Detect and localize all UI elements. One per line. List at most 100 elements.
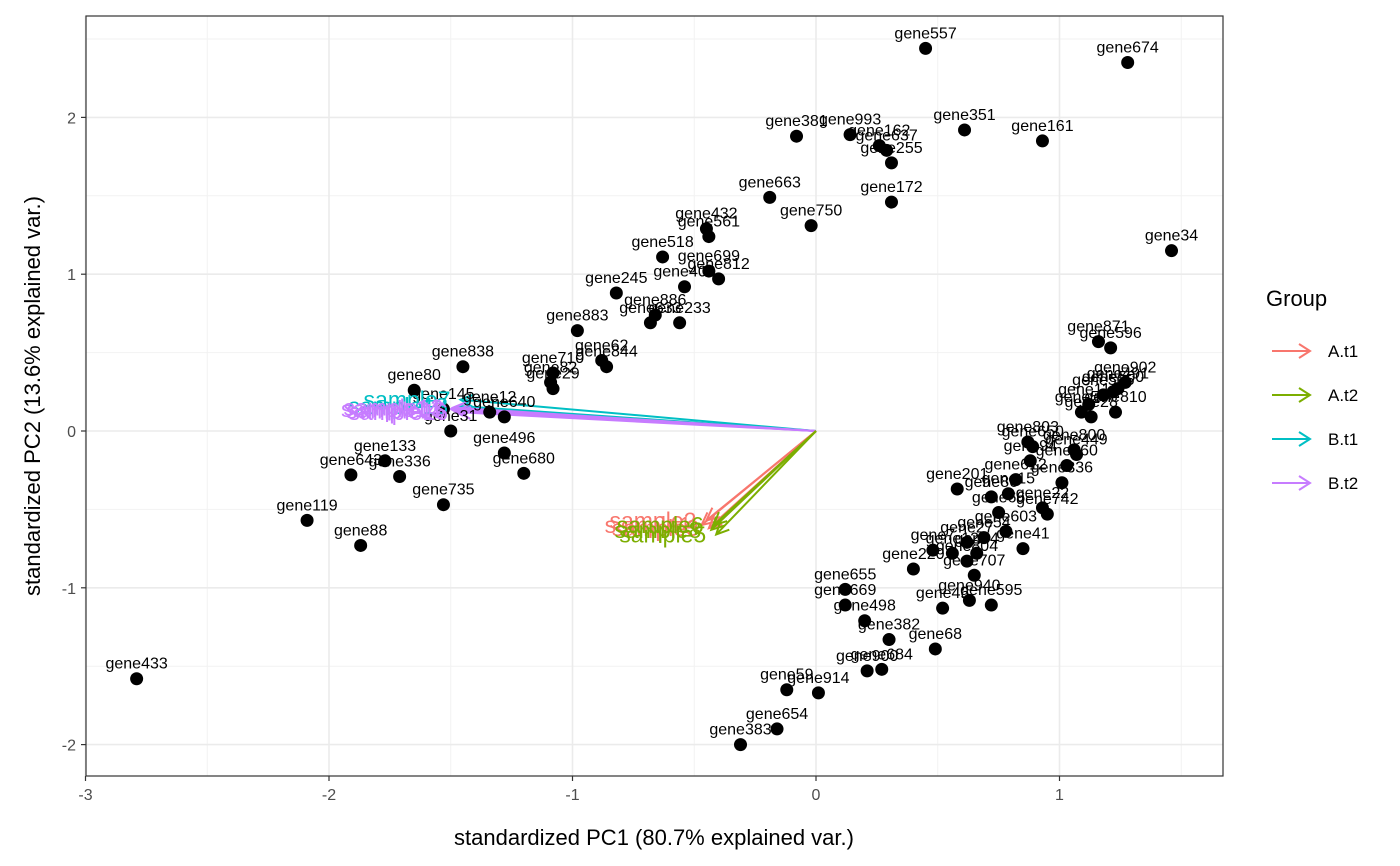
data-point-gene382 bbox=[882, 633, 896, 647]
point-label-gene699: gene699 bbox=[678, 248, 740, 265]
data-point-gene66 bbox=[992, 506, 1006, 520]
data-point-gene640 bbox=[497, 410, 511, 424]
point-label-gene403: gene403 bbox=[653, 264, 715, 281]
point-label-gene633: gene633 bbox=[619, 300, 681, 317]
y-tick-label: 0 bbox=[67, 424, 76, 441]
point-label-gene233: gene233 bbox=[648, 300, 710, 317]
loading-arrowhead-sample16 bbox=[455, 405, 472, 420]
point-label-gene46: gene46 bbox=[916, 585, 969, 602]
point-label-gene557: gene557 bbox=[894, 25, 956, 42]
data-point-gene433 bbox=[130, 672, 144, 686]
arrow-label-sample15: sample15 bbox=[346, 398, 446, 424]
data-point-gene145 bbox=[436, 402, 450, 416]
point-label-gene381: gene381 bbox=[765, 113, 827, 130]
loading-arrowhead-sample7 bbox=[458, 393, 474, 408]
data-point-gene80 bbox=[407, 383, 421, 397]
y-tick-label: -2 bbox=[62, 738, 76, 755]
point-label-gene433: gene433 bbox=[105, 656, 167, 673]
point-label-gene669: gene669 bbox=[814, 582, 876, 599]
point-label-gene12b: gene12 bbox=[926, 530, 979, 547]
data-point-gene838 bbox=[456, 360, 470, 374]
point-label-gene940: gene940 bbox=[938, 577, 1000, 594]
loading-arrow-sample1 bbox=[700, 430, 817, 526]
data-point-gene336 bbox=[393, 469, 407, 483]
point-label-gene382: gene382 bbox=[858, 617, 920, 634]
data-point-gene518 bbox=[656, 250, 670, 264]
legend-key-arrowhead bbox=[1298, 343, 1312, 359]
y-tick-label: -1 bbox=[62, 581, 76, 598]
data-point-gene27 bbox=[960, 535, 974, 549]
data-point-gene735 bbox=[436, 498, 450, 512]
point-label-gene883: gene883 bbox=[546, 308, 608, 325]
data-point-gene172 bbox=[884, 195, 898, 209]
data-point-gene742 bbox=[1040, 507, 1054, 521]
x-axis: -3 -2 -1 0 1 bbox=[78, 776, 1064, 804]
point-label-gene561: gene561 bbox=[678, 214, 740, 231]
data-point-gene4 bbox=[970, 546, 984, 560]
point-label-gene871: gene871 bbox=[1067, 319, 1129, 336]
y-axis: -2 -1 0 1 2 bbox=[62, 110, 86, 755]
data-point-gene637 bbox=[880, 143, 894, 157]
data-point-gene871 bbox=[1091, 335, 1105, 349]
data-point-gene59 bbox=[780, 683, 794, 697]
point-label-gene449: gene449 bbox=[1045, 432, 1107, 449]
data-point-gene669 bbox=[838, 598, 852, 612]
point-label-gene674: gene674 bbox=[1097, 40, 1159, 57]
point-label-gene491: gene491 bbox=[1087, 366, 1149, 383]
data-point-gene255 bbox=[884, 156, 898, 170]
point-label-gene596: gene596 bbox=[1079, 325, 1141, 342]
data-point-gene54 bbox=[977, 531, 991, 545]
point-label-gene432: gene432 bbox=[675, 206, 737, 223]
legend-label-B.t1: B.t1 bbox=[1328, 430, 1358, 449]
loading-arrow-sample7 bbox=[460, 398, 817, 432]
point-label-gene255: gene255 bbox=[860, 140, 922, 157]
point-label-gene336: gene336 bbox=[368, 453, 430, 470]
point-label-gene900: gene900 bbox=[836, 648, 898, 665]
data-point-gene449 bbox=[1070, 448, 1084, 462]
data-point-gene804 bbox=[960, 554, 974, 568]
point-label-gene804: gene804 bbox=[936, 538, 998, 555]
point-label-gene680: gene680 bbox=[493, 450, 555, 467]
point-label-gene80: gene80 bbox=[388, 367, 441, 384]
point-label-gene94: gene94 bbox=[1004, 438, 1057, 455]
point-label-gene650: gene650 bbox=[1002, 424, 1064, 441]
point-label-gene812: gene812 bbox=[687, 256, 749, 273]
loading-arrowhead-sample5 bbox=[714, 520, 730, 537]
data-point-gene680 bbox=[517, 466, 531, 480]
data-point-gene993 bbox=[843, 128, 857, 142]
arrows-layer bbox=[448, 393, 817, 537]
y-tick-label: 1 bbox=[67, 267, 76, 284]
point-label-gene735: gene735 bbox=[412, 482, 474, 499]
point-label-gene201: gene201 bbox=[926, 466, 988, 483]
point-label-gene518: gene518 bbox=[631, 234, 693, 251]
arrow-label-sample16: sample16 bbox=[348, 399, 448, 425]
legend-key-arrowhead bbox=[1298, 387, 1312, 403]
x-axis-title: standardized PC1 (80.7% explained var.) bbox=[454, 825, 854, 850]
data-point-gene29 bbox=[546, 382, 560, 396]
data-point-gene750 bbox=[804, 219, 818, 233]
arrow-label-sample8: sample8 bbox=[614, 517, 701, 543]
data-point-gene57 bbox=[1074, 405, 1088, 419]
data-point-gene914 bbox=[811, 686, 825, 700]
data-point-gene12 bbox=[483, 405, 497, 419]
plot-panel-border bbox=[85, 15, 1224, 777]
data-point-gene496 bbox=[497, 446, 511, 460]
data-point-gene68 bbox=[928, 642, 942, 656]
data-point-gene94 bbox=[1023, 454, 1037, 468]
point-label-gene245: gene245 bbox=[585, 270, 647, 287]
point-label-gene886: gene886 bbox=[624, 292, 686, 309]
point-label-gene993: gene993 bbox=[819, 112, 881, 129]
point-label-gene684: gene684 bbox=[851, 646, 913, 663]
data-point-gene650 bbox=[1026, 440, 1040, 454]
points-layer bbox=[130, 41, 1179, 752]
loading-arrowhead-sample3 bbox=[707, 514, 723, 530]
point-label-gene66: gene66 bbox=[972, 490, 1025, 507]
point-label-gene15: gene15 bbox=[982, 471, 1035, 488]
legend-label-A.t1: A.t1 bbox=[1328, 342, 1358, 361]
data-point-gene88 bbox=[354, 538, 368, 552]
point-label-gene57: gene57 bbox=[1055, 389, 1108, 406]
point-label-gene637: gene637 bbox=[855, 127, 917, 144]
data-point-gene7 bbox=[926, 543, 940, 557]
data-point-gene684 bbox=[875, 662, 889, 676]
